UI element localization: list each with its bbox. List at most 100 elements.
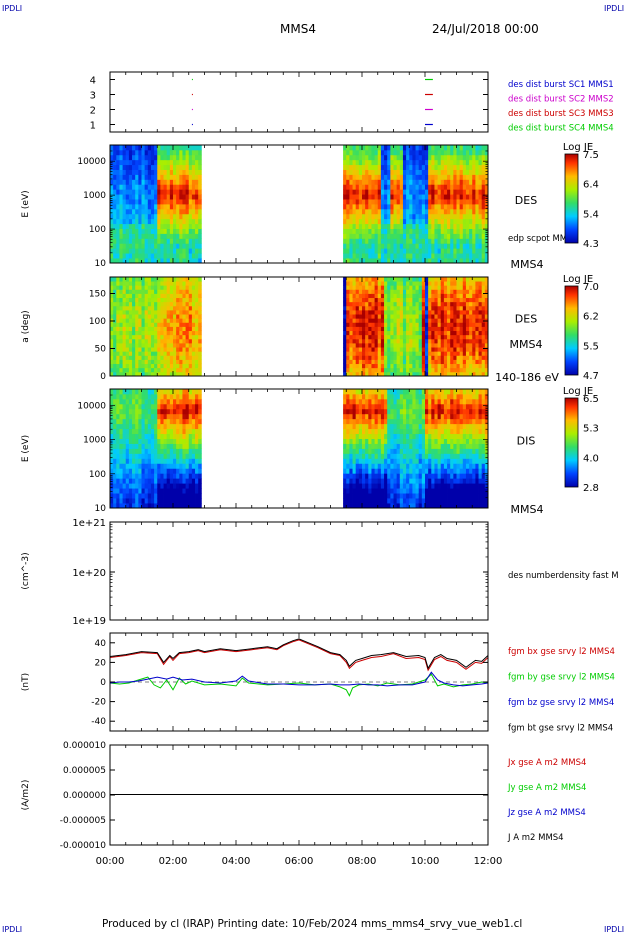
heatmap-cell bbox=[352, 243, 357, 249]
heatmap-cell bbox=[138, 398, 142, 405]
heatmap-cell bbox=[144, 223, 149, 229]
heatmap-cell bbox=[343, 238, 347, 244]
heatmap-cell bbox=[150, 488, 155, 494]
heatmap-cell bbox=[469, 318, 473, 323]
heatmap-cell bbox=[169, 330, 174, 336]
heatmap-cell bbox=[425, 208, 429, 215]
heatmap-cell bbox=[154, 503, 158, 509]
heatmap-cell bbox=[453, 363, 457, 369]
heatmap-cell bbox=[179, 423, 183, 430]
heatmap-cell bbox=[157, 289, 161, 294]
heatmap-cell bbox=[349, 223, 353, 229]
heatmap-cell bbox=[141, 473, 146, 479]
heatmap-cell bbox=[365, 443, 369, 449]
heatmap-cell bbox=[365, 347, 369, 352]
heatmap-cell bbox=[371, 418, 375, 425]
heatmap-cell bbox=[116, 277, 120, 282]
heatmap-cell bbox=[377, 408, 382, 415]
heatmap-cell bbox=[110, 458, 114, 464]
heatmap-cell bbox=[362, 223, 366, 229]
heatmap-cell bbox=[346, 443, 350, 449]
heatmap-cell bbox=[119, 443, 123, 449]
heatmap-cell bbox=[179, 258, 183, 264]
heatmap-cell bbox=[132, 448, 136, 454]
heatmap-cell bbox=[343, 398, 347, 405]
heatmap-cell bbox=[365, 498, 369, 504]
heatmap-cell bbox=[198, 223, 202, 229]
heatmap-cell bbox=[163, 314, 168, 319]
heatmap-cell bbox=[374, 169, 379, 175]
heatmap-cell bbox=[462, 363, 467, 369]
heatmap-cell bbox=[393, 233, 398, 239]
heatmap-cell bbox=[198, 233, 202, 239]
heatmap-cell bbox=[484, 179, 489, 185]
heatmap-cell bbox=[371, 408, 375, 415]
heatmap-cell bbox=[387, 228, 391, 234]
heatmap-cell bbox=[352, 159, 357, 166]
heatmap-cell bbox=[355, 334, 360, 340]
heatmap-cell bbox=[393, 338, 398, 344]
heatmap-cell bbox=[465, 218, 470, 225]
heatmap-cell bbox=[368, 438, 372, 444]
heatmap-cell bbox=[384, 281, 388, 286]
heatmap-cell bbox=[374, 423, 379, 430]
heatmap-cell bbox=[462, 334, 467, 340]
heatmap-cell bbox=[428, 243, 432, 249]
legend-entry: des dist burst SC2 MMS2 bbox=[508, 95, 614, 105]
heatmap-cell bbox=[346, 351, 350, 356]
heatmap-cell bbox=[374, 408, 379, 415]
heatmap-cell bbox=[150, 277, 155, 282]
heatmap-cell bbox=[443, 154, 448, 161]
heatmap-cell bbox=[450, 179, 454, 185]
heatmap-cell bbox=[371, 194, 375, 200]
heatmap-cell bbox=[179, 330, 183, 336]
heatmap-cell bbox=[154, 473, 158, 479]
heatmap-cell bbox=[450, 314, 454, 319]
heatmap-cell bbox=[195, 408, 199, 415]
heatmap-cell bbox=[116, 223, 120, 229]
heatmap-cell bbox=[185, 243, 190, 249]
heatmap-cell bbox=[402, 159, 407, 166]
heatmap-cell bbox=[387, 289, 391, 294]
heatmap-cell bbox=[198, 194, 202, 200]
heatmap-cell bbox=[396, 154, 401, 161]
heatmap-cell bbox=[374, 403, 379, 410]
heatmap-cell bbox=[182, 289, 186, 294]
heatmap-cell bbox=[163, 258, 168, 264]
heatmap-cell bbox=[421, 334, 426, 340]
heatmap-cell bbox=[135, 423, 139, 430]
heatmap-cell bbox=[122, 351, 127, 356]
heatmap-cell bbox=[119, 483, 123, 489]
heatmap-cell bbox=[459, 174, 464, 180]
heatmap-cell bbox=[163, 194, 168, 200]
heatmap-cell bbox=[157, 351, 161, 356]
heatmap-cell bbox=[198, 498, 202, 504]
heatmap-cell bbox=[132, 293, 136, 299]
heatmap-cell bbox=[462, 174, 467, 180]
heatmap-cell bbox=[374, 330, 379, 336]
heatmap-cell bbox=[469, 289, 473, 294]
heatmap-cell bbox=[355, 154, 360, 161]
heatmap-cell bbox=[163, 243, 168, 249]
heatmap-cell bbox=[465, 289, 470, 294]
heatmap-cell bbox=[472, 355, 476, 360]
heatmap-cell bbox=[428, 223, 432, 229]
heatmap-cell bbox=[144, 204, 149, 210]
heatmap-cell bbox=[380, 359, 385, 365]
heatmap-cell bbox=[116, 233, 120, 239]
heatmap-cell bbox=[147, 204, 152, 210]
colorbar-tick-label: 6.4 bbox=[583, 180, 599, 191]
heatmap-cell bbox=[365, 208, 369, 215]
heatmap-cell bbox=[374, 289, 379, 294]
heatmap-cell bbox=[346, 498, 350, 504]
heatmap-cell bbox=[343, 503, 347, 509]
heatmap-cell bbox=[110, 289, 114, 294]
heatmap-cell bbox=[166, 334, 171, 340]
heatmap-cell bbox=[343, 145, 347, 151]
heatmap-cell bbox=[437, 285, 442, 290]
heatmap-cell bbox=[195, 149, 199, 156]
heatmap-cell bbox=[399, 204, 404, 210]
heatmap-cell bbox=[355, 367, 360, 373]
heatmap-cell bbox=[484, 289, 489, 294]
heatmap-cell bbox=[484, 355, 489, 360]
